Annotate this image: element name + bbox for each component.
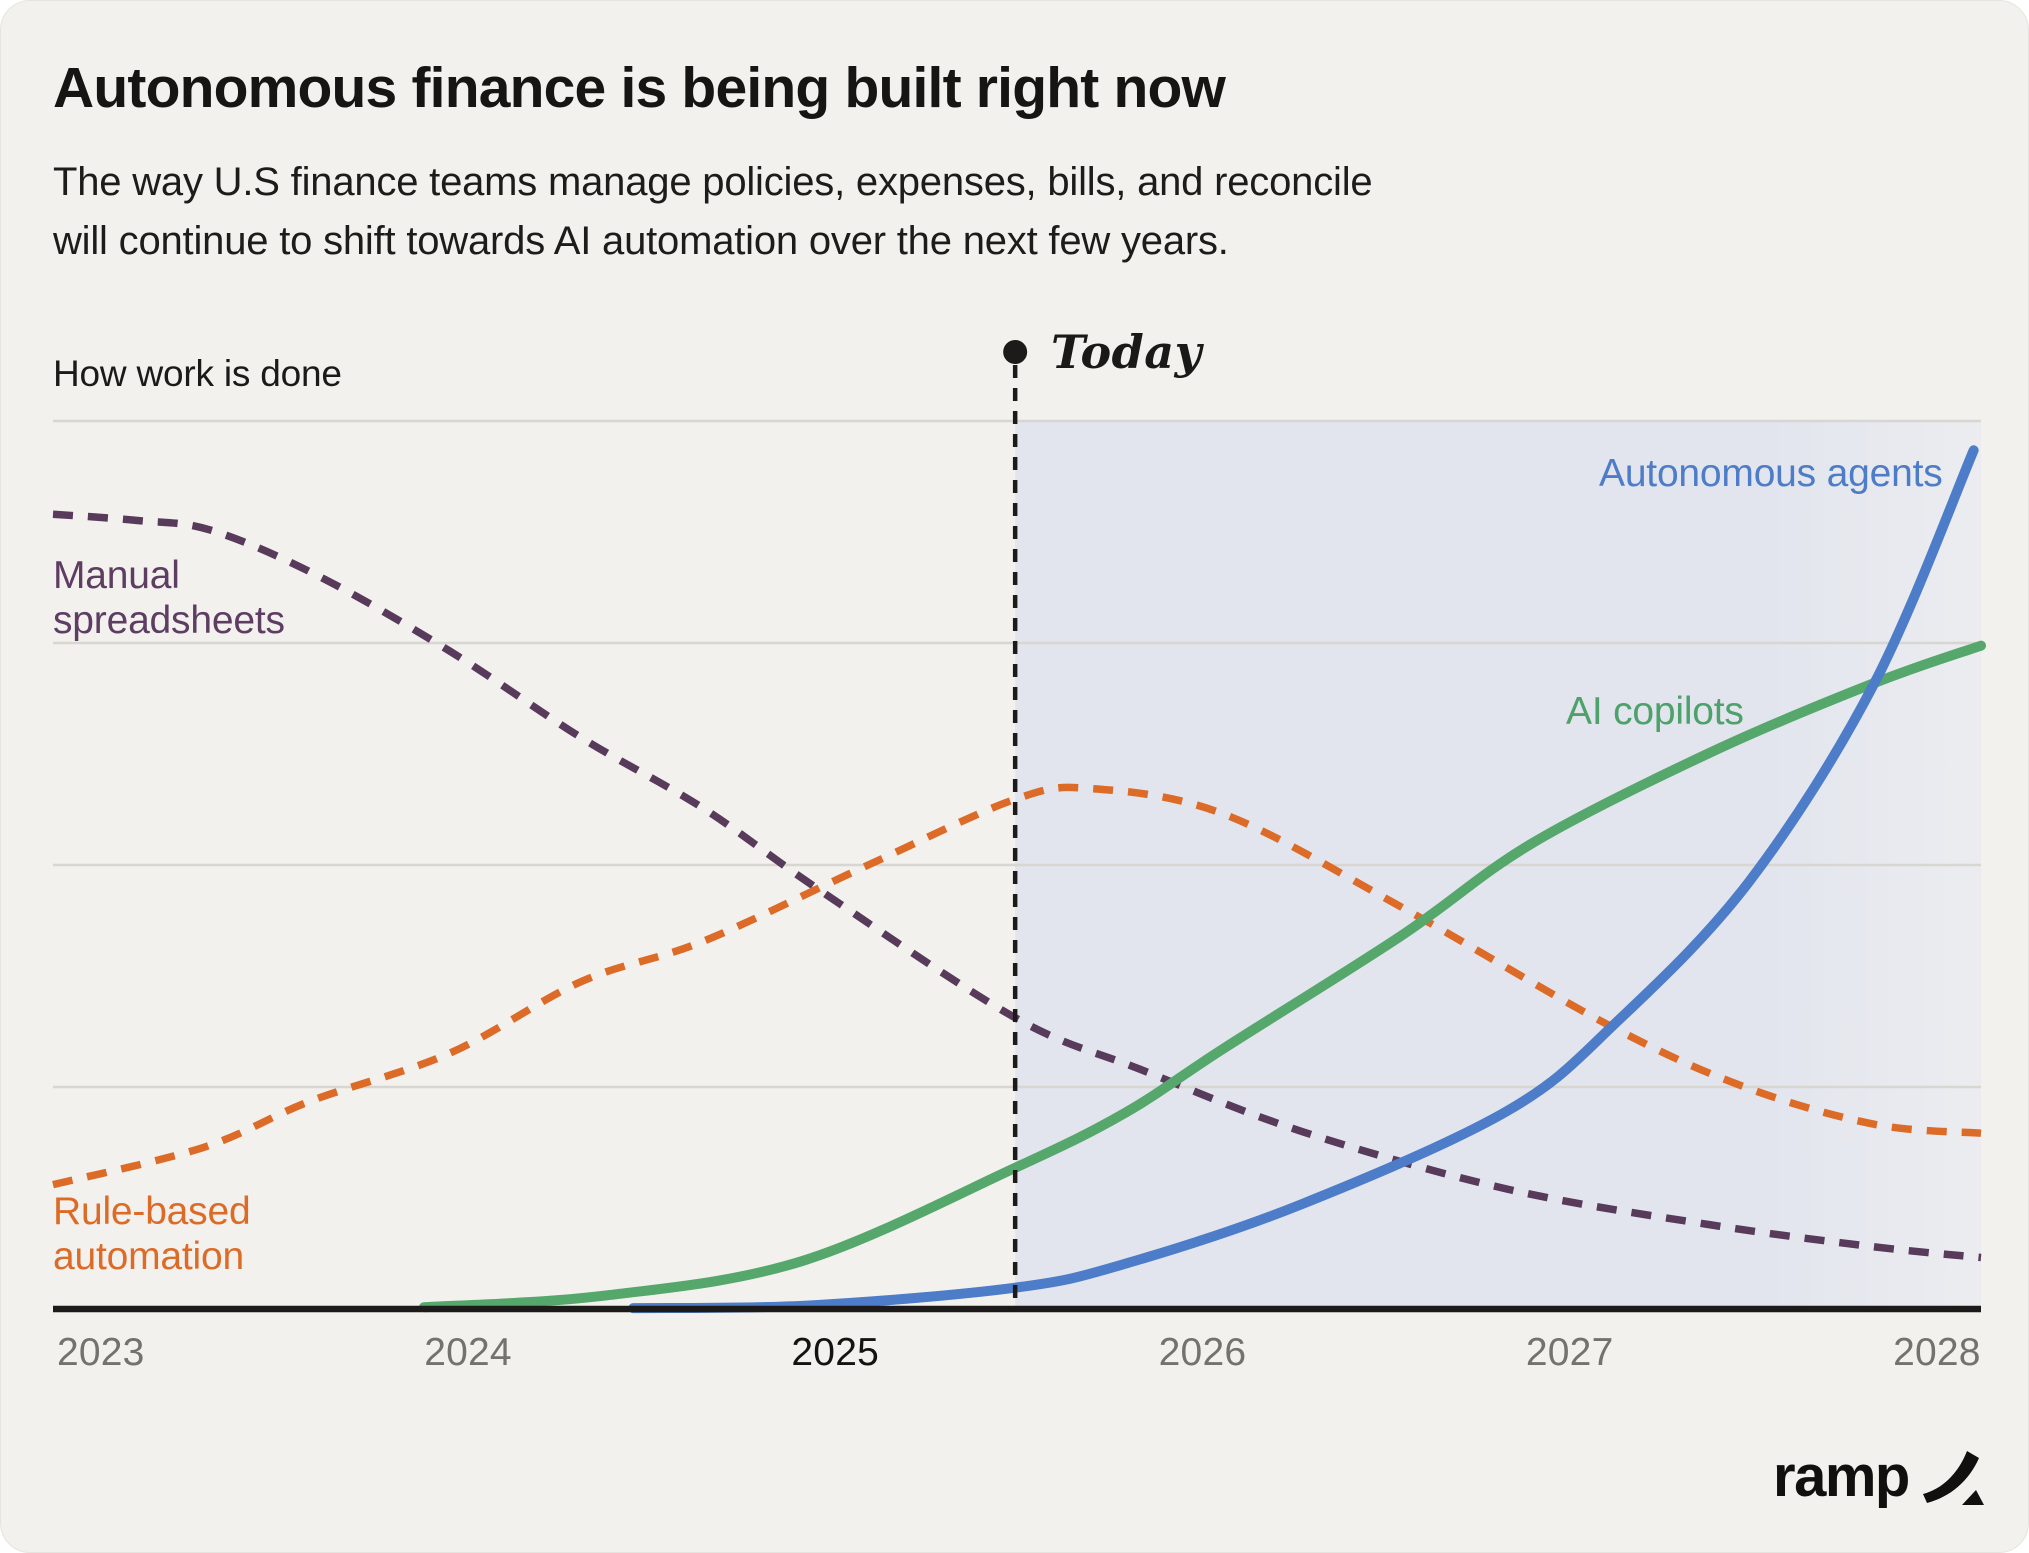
x-tick-2026: 2026 (1158, 1331, 1247, 1374)
series-label-autonomous-agents: Autonomous agents (1599, 452, 1943, 495)
series-label-rule-based-automation: Rule-based automation (53, 1190, 251, 1278)
today-marker-dot (1003, 340, 1028, 364)
series-path-ai-copilots (418, 640, 1986, 1313)
subtitle-line-2: will continue to shift towards AI automa… (53, 219, 1229, 263)
x-tick-2024: 2024 (424, 1331, 512, 1374)
x-tick-2025: 2025 (791, 1331, 879, 1374)
ramp-logo: ramp (1773, 1448, 1985, 1506)
series-label-ai-copilots: AI copilots (1566, 690, 1744, 733)
today-label: Today (1051, 325, 1202, 379)
y-axis-label: How work is done (53, 353, 342, 394)
ramp-logo-icon (1922, 1451, 1984, 1505)
page-title: Autonomous finance is being built right … (53, 56, 1226, 120)
x-tick-2027: 2027 (1525, 1331, 1614, 1374)
page-subtitle: The way U.S finance teams manage policie… (53, 153, 1373, 271)
series-label-manual-spreadsheets: Manual spreadsheets (53, 554, 285, 642)
series-path-rule-based-automation (52, 783, 1982, 1189)
x-tick-2028: 2028 (1893, 1331, 1981, 1374)
ramp-wordmark: ramp (1773, 1444, 1910, 1509)
series-path-manual-spreadsheets (52, 510, 1982, 1262)
subtitle-line-1: The way U.S finance teams manage policie… (53, 160, 1373, 204)
series-path-autonomous-agents (628, 445, 1979, 1314)
x-tick-2023: 2023 (56, 1331, 145, 1374)
